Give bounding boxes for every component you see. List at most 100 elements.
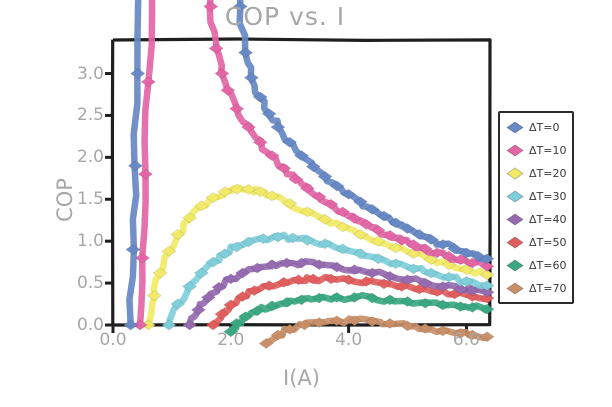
diamond-marker-icon	[252, 91, 268, 103]
diamond-marker-icon	[270, 329, 286, 341]
diamond-marker-icon	[479, 303, 495, 315]
diamond-marker-icon	[479, 269, 495, 281]
diamond-marker-icon	[393, 280, 410, 292]
diamond-marker-icon	[506, 258, 524, 272]
diamond-marker-icon	[240, 183, 257, 195]
diamond-marker-icon	[479, 280, 495, 292]
diamond-marker-icon	[261, 108, 277, 120]
diamond-marker-icon	[208, 42, 224, 54]
legend-item: ΔT=70	[506, 278, 566, 298]
diamond-marker-icon	[346, 315, 363, 327]
diamond-marker-icon	[237, 47, 254, 59]
diamond-marker-icon	[464, 285, 481, 297]
diamond-marker-icon	[311, 292, 327, 304]
diamond-marker-icon	[364, 203, 380, 215]
legend-item-label: ΔT=60	[529, 258, 567, 272]
legend-item-label: ΔT=30	[529, 189, 567, 203]
diamond-marker-icon	[417, 297, 433, 309]
diamond-marker-icon	[261, 280, 277, 292]
diamond-marker-icon	[223, 273, 239, 285]
diamond-marker-icon	[170, 228, 186, 240]
diamond-marker-icon	[452, 283, 469, 295]
legend-item-label: ΔT=0	[529, 120, 560, 134]
diamond-marker-icon	[240, 236, 257, 248]
diamond-marker-icon	[435, 299, 451, 311]
diamond-marker-icon	[223, 299, 239, 311]
diamond-marker-icon	[479, 331, 495, 343]
legend: ΔT=0 ΔT=10 ΔT=20 ΔT=30 ΔT=40 ΔT=50 ΔT=60 ΔT=70	[498, 111, 575, 304]
diamond-marker-icon	[417, 277, 433, 289]
diamond-marker-icon	[335, 206, 351, 218]
diamond-marker-icon	[423, 267, 439, 279]
diamond-marker-icon	[358, 218, 374, 230]
diamond-marker-icon	[140, 76, 157, 88]
diamond-marker-icon	[506, 143, 524, 157]
diamond-marker-icon	[370, 235, 386, 247]
diamond-marker-icon	[229, 241, 245, 253]
x-axis-label: I(A)	[283, 366, 320, 390]
diamond-marker-icon	[417, 322, 433, 334]
diamond-marker-icon	[170, 298, 186, 310]
diamond-marker-icon	[264, 259, 280, 271]
x-tick-label: 2.0	[217, 330, 245, 350]
diamond-marker-icon	[279, 257, 295, 269]
y-tick-label: 3.0	[76, 63, 104, 84]
diamond-marker-icon	[293, 294, 310, 306]
diamond-marker-icon	[311, 316, 327, 328]
diamond-marker-icon	[317, 213, 333, 225]
diamond-marker-icon	[276, 276, 292, 288]
diamond-marker-icon	[376, 278, 392, 290]
diamond-marker-icon	[364, 316, 380, 328]
diamond-marker-icon	[423, 234, 439, 245]
diamond-marker-icon	[132, 319, 148, 331]
diamond-marker-icon	[299, 234, 316, 246]
chart-title: COP vs. I	[224, 2, 346, 31]
diamond-marker-icon	[458, 264, 475, 276]
y-tick-label: 2.0	[76, 147, 104, 168]
diamond-marker-icon	[193, 200, 210, 212]
diamond-marker-icon	[382, 229, 398, 241]
diamond-marker-icon	[335, 243, 351, 255]
diamond-marker-icon	[452, 327, 469, 339]
diamond-marker-icon	[506, 189, 524, 203]
diamond-marker-icon	[246, 285, 263, 297]
legend-item: ΔT=30	[506, 186, 566, 206]
diamond-marker-icon	[340, 274, 357, 286]
diamond-marker-icon	[161, 319, 177, 331]
diamond-marker-icon	[279, 296, 295, 308]
diamond-marker-icon	[193, 267, 210, 279]
diamond-marker-icon	[252, 186, 268, 198]
diamond-marker-icon	[284, 232, 301, 244]
diamond-marker-icon	[441, 271, 457, 283]
diamond-marker-icon	[305, 161, 321, 173]
diamond-marker-icon	[205, 319, 221, 331]
diamond-marker-icon	[311, 191, 327, 203]
diamond-marker-icon	[270, 231, 286, 243]
diamond-marker-icon	[229, 317, 245, 329]
diamond-marker-icon	[232, 0, 248, 12]
y-tick-label: 1.5	[76, 189, 104, 210]
diamond-marker-icon	[405, 248, 422, 260]
diamond-marker-icon	[296, 319, 313, 331]
diamond-marker-icon	[429, 247, 445, 259]
diamond-marker-icon	[122, 319, 139, 331]
diamond-marker-icon	[152, 267, 168, 279]
diamond-marker-icon	[458, 275, 475, 287]
diamond-marker-icon	[506, 235, 524, 249]
diamond-marker-icon	[293, 150, 310, 162]
diamond-marker-icon	[211, 281, 227, 293]
legend-item-label: ΔT=40	[529, 212, 567, 226]
diamond-marker-icon	[452, 254, 469, 266]
diamond-marker-icon	[346, 264, 363, 276]
diamond-marker-icon	[203, 0, 219, 12]
diamond-marker-icon	[329, 261, 345, 273]
diamond-marker-icon	[393, 234, 410, 246]
diamond-marker-icon	[382, 270, 398, 282]
diamond-marker-icon	[270, 121, 286, 133]
diamond-marker-icon	[479, 253, 495, 265]
diamond-marker-icon	[240, 121, 257, 133]
x-tick-label: 0.0	[99, 330, 127, 350]
diamond-marker-icon	[190, 304, 207, 316]
diamond-marker-icon	[464, 329, 481, 341]
diamond-marker-icon	[399, 320, 416, 332]
